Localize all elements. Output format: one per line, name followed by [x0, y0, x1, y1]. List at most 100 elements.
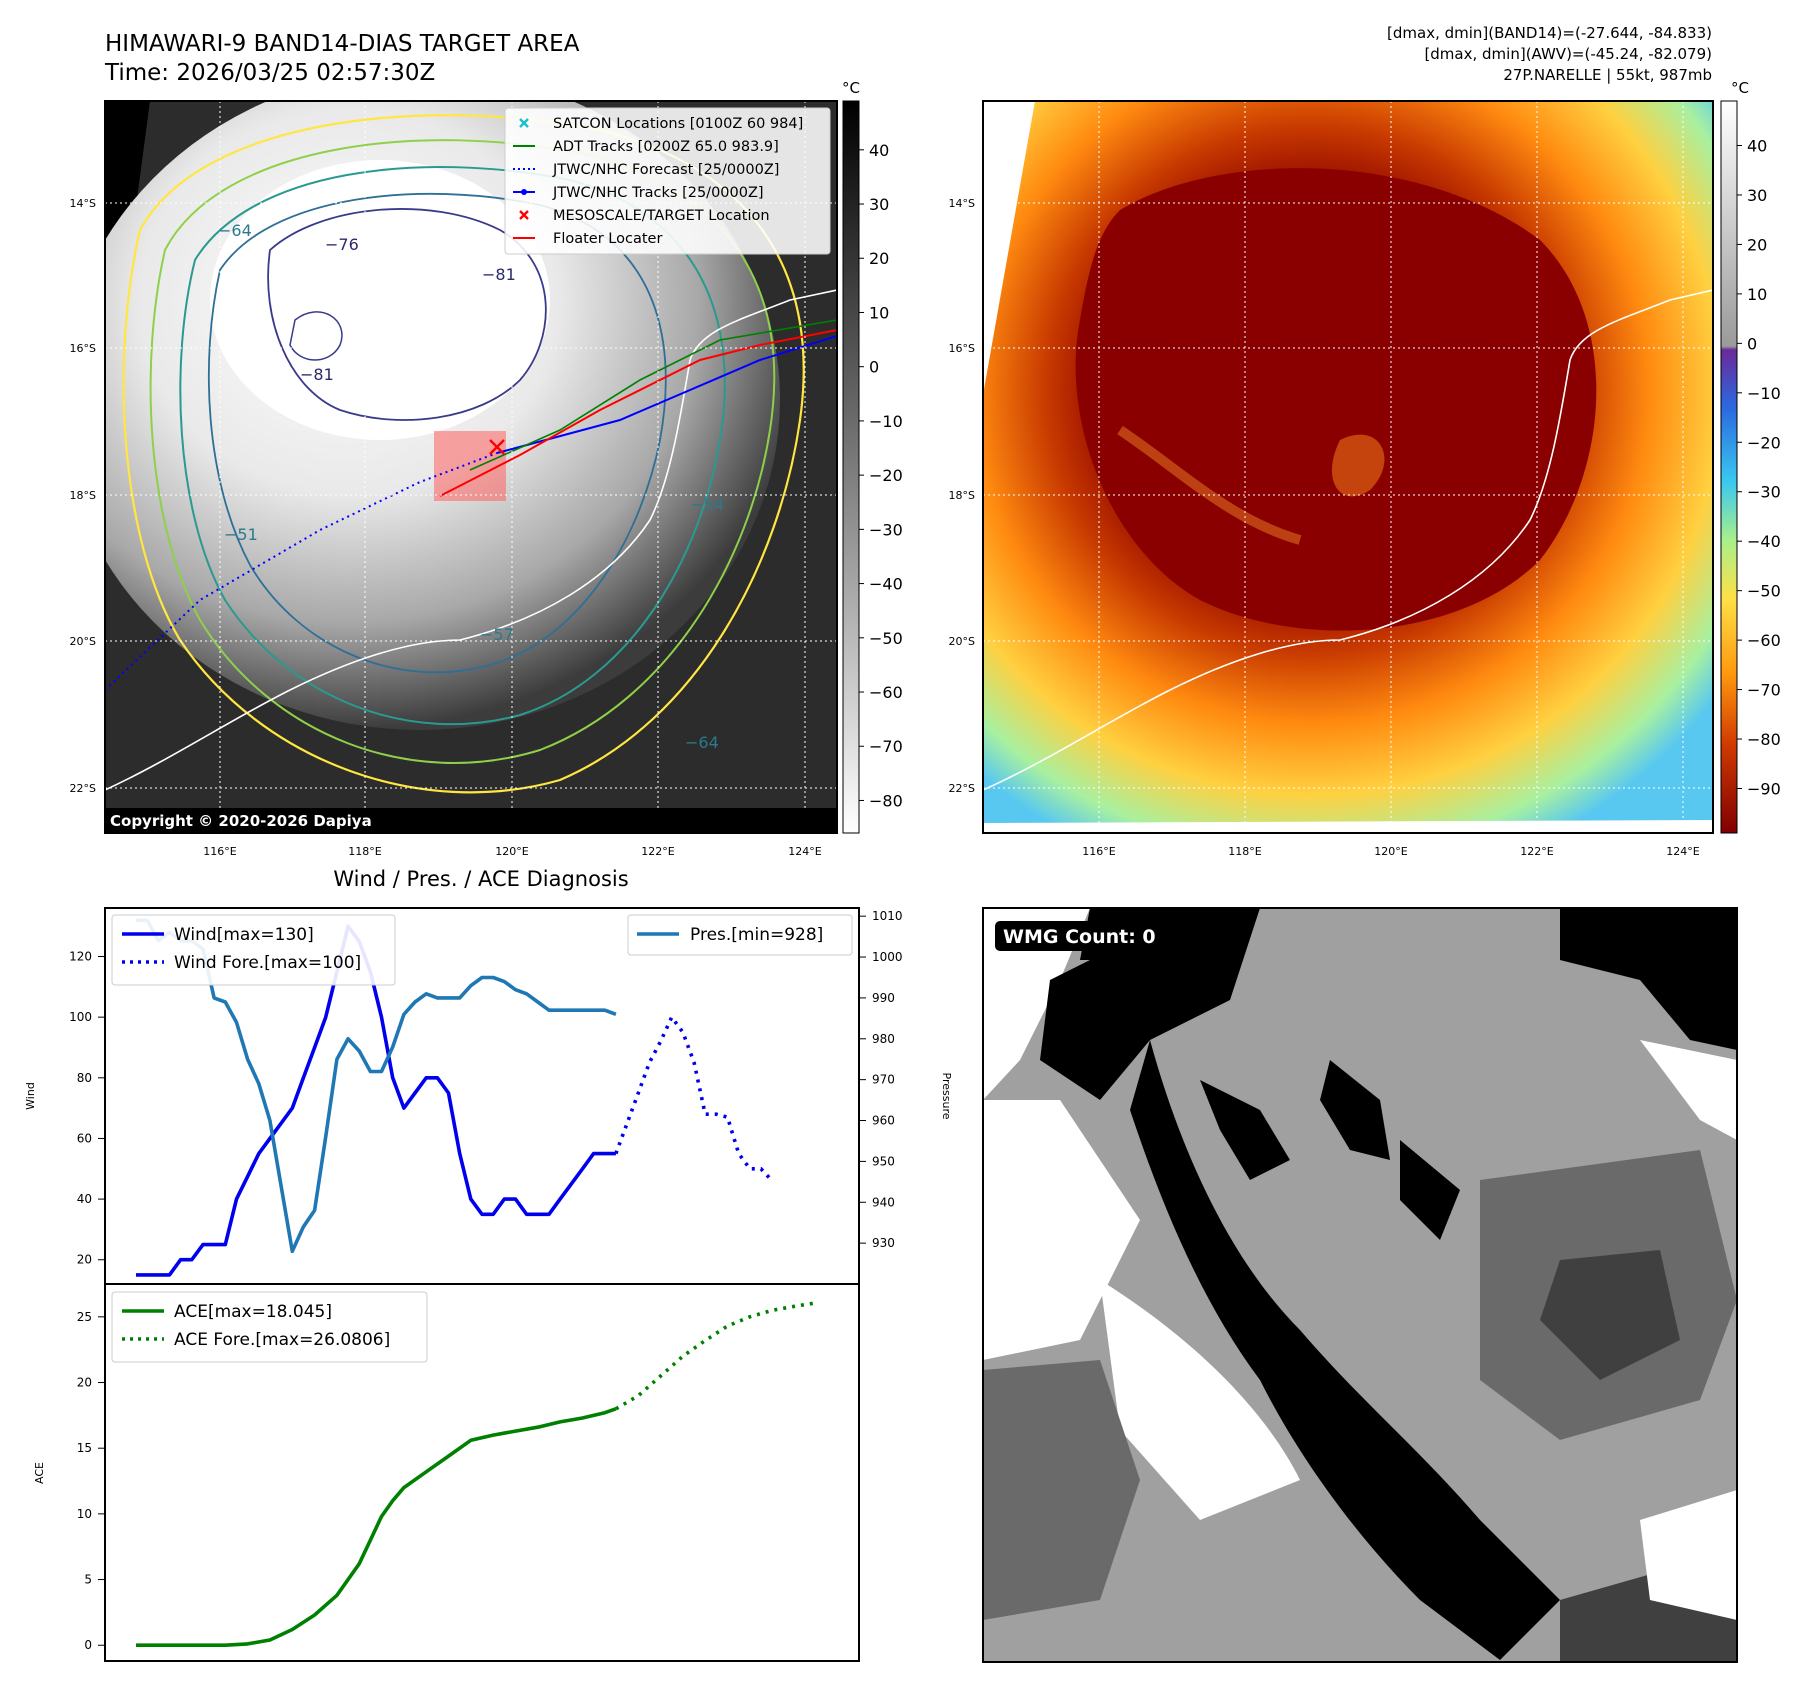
lat-label: 18°S [949, 489, 975, 502]
pressure-tick-label: 960 [872, 1114, 895, 1128]
wind-tick-label: 40 [77, 1192, 92, 1206]
diagnosis-title: Wind / Pres. / ACE Diagnosis [333, 867, 628, 891]
colorbar-tick-label: −30 [1747, 483, 1781, 502]
map-legend-label: Floater Locater [553, 231, 662, 247]
main-title: HIMAWARI-9 BAND14-DIAS TARGET AREA [105, 31, 580, 57]
map-legend-label: ADT Tracks [0200Z 65.0 983.9] [553, 139, 779, 155]
info-band14: [dmax, dmin](BAND14)=(-27.644, -84.833) [1387, 24, 1712, 42]
pressure-axis-label: Pressure [940, 1073, 953, 1120]
colorbar-tick-label: −50 [869, 629, 903, 648]
lat-label: 22°S [949, 782, 975, 795]
map-legend-item: JTWC/NHC Tracks [25/0000Z] [513, 185, 764, 201]
wind-tick-label: 100 [69, 1010, 92, 1024]
map-legend-item: MESOSCALE/TARGET Location [519, 208, 770, 224]
legend-marker-icon [519, 210, 529, 220]
lon-label: 120°E [495, 845, 528, 858]
pressure-tick-label: 950 [872, 1154, 895, 1168]
map-legend-label: JTWC/NHC Forecast [25/0000Z] [552, 162, 779, 178]
lat-label: 20°S [949, 635, 975, 648]
lon-label: 118°E [348, 845, 381, 858]
legend-ace: ACE[max=18.045] [174, 1302, 332, 1322]
map-legend-label: JTWC/NHC Tracks [25/0000Z] [552, 185, 764, 201]
series-ace [136, 1407, 617, 1647]
lat-label: 16°S [949, 342, 975, 355]
pressure-tick-label: 940 [872, 1195, 895, 1209]
ir-colorbar: °C 40 30 20 10 0 −10 −20 −30 −40 −50 −60 −70 −80 [842, 79, 903, 834]
map-legend-label: SATCON Locations [0100Z 60 984] [553, 116, 803, 132]
contour-label: −76 [325, 235, 359, 254]
colorbar-tick-label: −60 [1747, 631, 1781, 650]
colorbar-tick-label: −10 [1747, 384, 1781, 403]
time-label: Time: 2026/03/25 02:57:30Z [104, 60, 435, 86]
colorbar-tick-label: −50 [1747, 582, 1781, 601]
ace-tick-label: 0 [84, 1638, 92, 1652]
ace-tick-label: 25 [77, 1310, 92, 1324]
lat-label: 14°S [949, 197, 975, 210]
lon-label: 118°E [1228, 845, 1261, 858]
wind-tick-label: 120 [69, 950, 92, 964]
colorbar-tick-label: 20 [869, 249, 889, 268]
pressure-tick-label: 970 [872, 1073, 895, 1087]
pressure-legend: Pres.[min=928] [627, 914, 853, 956]
lat-label: 18°S [70, 489, 96, 502]
contour-label: −81 [482, 265, 516, 284]
ace-chart: ACE 0 5 10 15 20 25 ACE[max=18.045] ACE Fore.… [33, 1283, 860, 1662]
colorbar-tick-label: −40 [1747, 532, 1781, 551]
series-ace-fore [614, 1300, 818, 1411]
lat-label: 22°S [70, 782, 96, 795]
colorbar-tick-label: −80 [869, 791, 903, 810]
colorbar-tick-label: −20 [869, 466, 903, 485]
colorbar-tick-label: −70 [869, 737, 903, 756]
lon-label: 116°E [1082, 845, 1115, 858]
legend-marker-icon [519, 118, 529, 128]
lat-label: 16°S [70, 342, 96, 355]
enhanced-colorbar-unit: °C [1731, 79, 1749, 97]
ace-tick-label: 10 [77, 1507, 92, 1521]
series-pres [136, 918, 617, 1254]
pressure-tick-label: 1000 [872, 950, 903, 964]
wind-pressure-chart: Wind Pressure 20 40 60 80 100 120 930 940 950 96… [24, 907, 953, 1285]
colorbar-tick-label: −70 [1747, 681, 1781, 700]
lon-label: 124°E [788, 845, 821, 858]
colorbar-tick-label: −20 [1747, 433, 1781, 452]
contour-label: −64 [685, 733, 719, 752]
colorbar-tick-label: −80 [1747, 730, 1781, 749]
pressure-tick-label: 1010 [872, 909, 903, 923]
map-legend: SATCON Locations [0100Z 60 984] ADT Track… [504, 107, 831, 255]
map-legend-label: MESOSCALE/TARGET Location [553, 208, 770, 224]
ace-tick-label: 5 [84, 1573, 92, 1587]
colorbar-tick-label: −30 [869, 520, 903, 539]
lon-label: 116°E [203, 845, 236, 858]
lon-label: 122°E [1520, 845, 1553, 858]
info-awv: [dmax, dmin](AWV)=(-45.24, -82.079) [1424, 45, 1712, 63]
colorbar-tick-label: −40 [869, 575, 903, 594]
ace-legend: ACE[max=18.045] ACE Fore.[max=26.0806] [111, 1291, 428, 1363]
map-legend-item: ADT Tracks [0200Z 65.0 983.9] [513, 139, 779, 155]
contour-label: −64 [218, 221, 252, 240]
colorbar-tick-label: 30 [1747, 186, 1767, 205]
map-legend-item: SATCON Locations [0100Z 60 984] [519, 116, 803, 132]
wmg-count: WMG Count: 0 [1003, 926, 1156, 948]
lon-label: 124°E [1666, 845, 1699, 858]
copyright: Copyright © 2020-2026 Dapiya [110, 812, 372, 830]
pressure-tick-label: 990 [872, 991, 895, 1005]
legend-wind: Wind[max=130] [174, 925, 314, 945]
series-wind-fore [614, 1015, 774, 1183]
contour-label: −54 [690, 495, 724, 514]
colorbar-tick-label: −90 [1747, 779, 1781, 798]
colorbar-tick-label: 10 [869, 303, 889, 322]
map-legend-item: JTWC/NHC Forecast [25/0000Z] [513, 162, 779, 178]
map-legend-item: Floater Locater [513, 231, 662, 247]
enhanced-map: °C 403020100−10−20−30−40−50−60−70−80−90 … [949, 79, 1781, 858]
ace-tick-label: 15 [77, 1441, 92, 1455]
lat-label: 20°S [70, 635, 96, 648]
colorbar-tick-label: 40 [869, 141, 889, 160]
colorbar-tick-label: 10 [1747, 285, 1767, 304]
lon-label: 122°E [641, 845, 674, 858]
colorbar-tick-label: 40 [1747, 137, 1767, 156]
wind-tick-label: 20 [77, 1253, 92, 1267]
legend-wind-forecast: Wind Fore.[max=100] [174, 953, 361, 973]
lon-label: 120°E [1374, 845, 1407, 858]
colorbar-tick-label: −60 [869, 683, 903, 702]
colorbar-tick-label: −10 [869, 412, 903, 431]
